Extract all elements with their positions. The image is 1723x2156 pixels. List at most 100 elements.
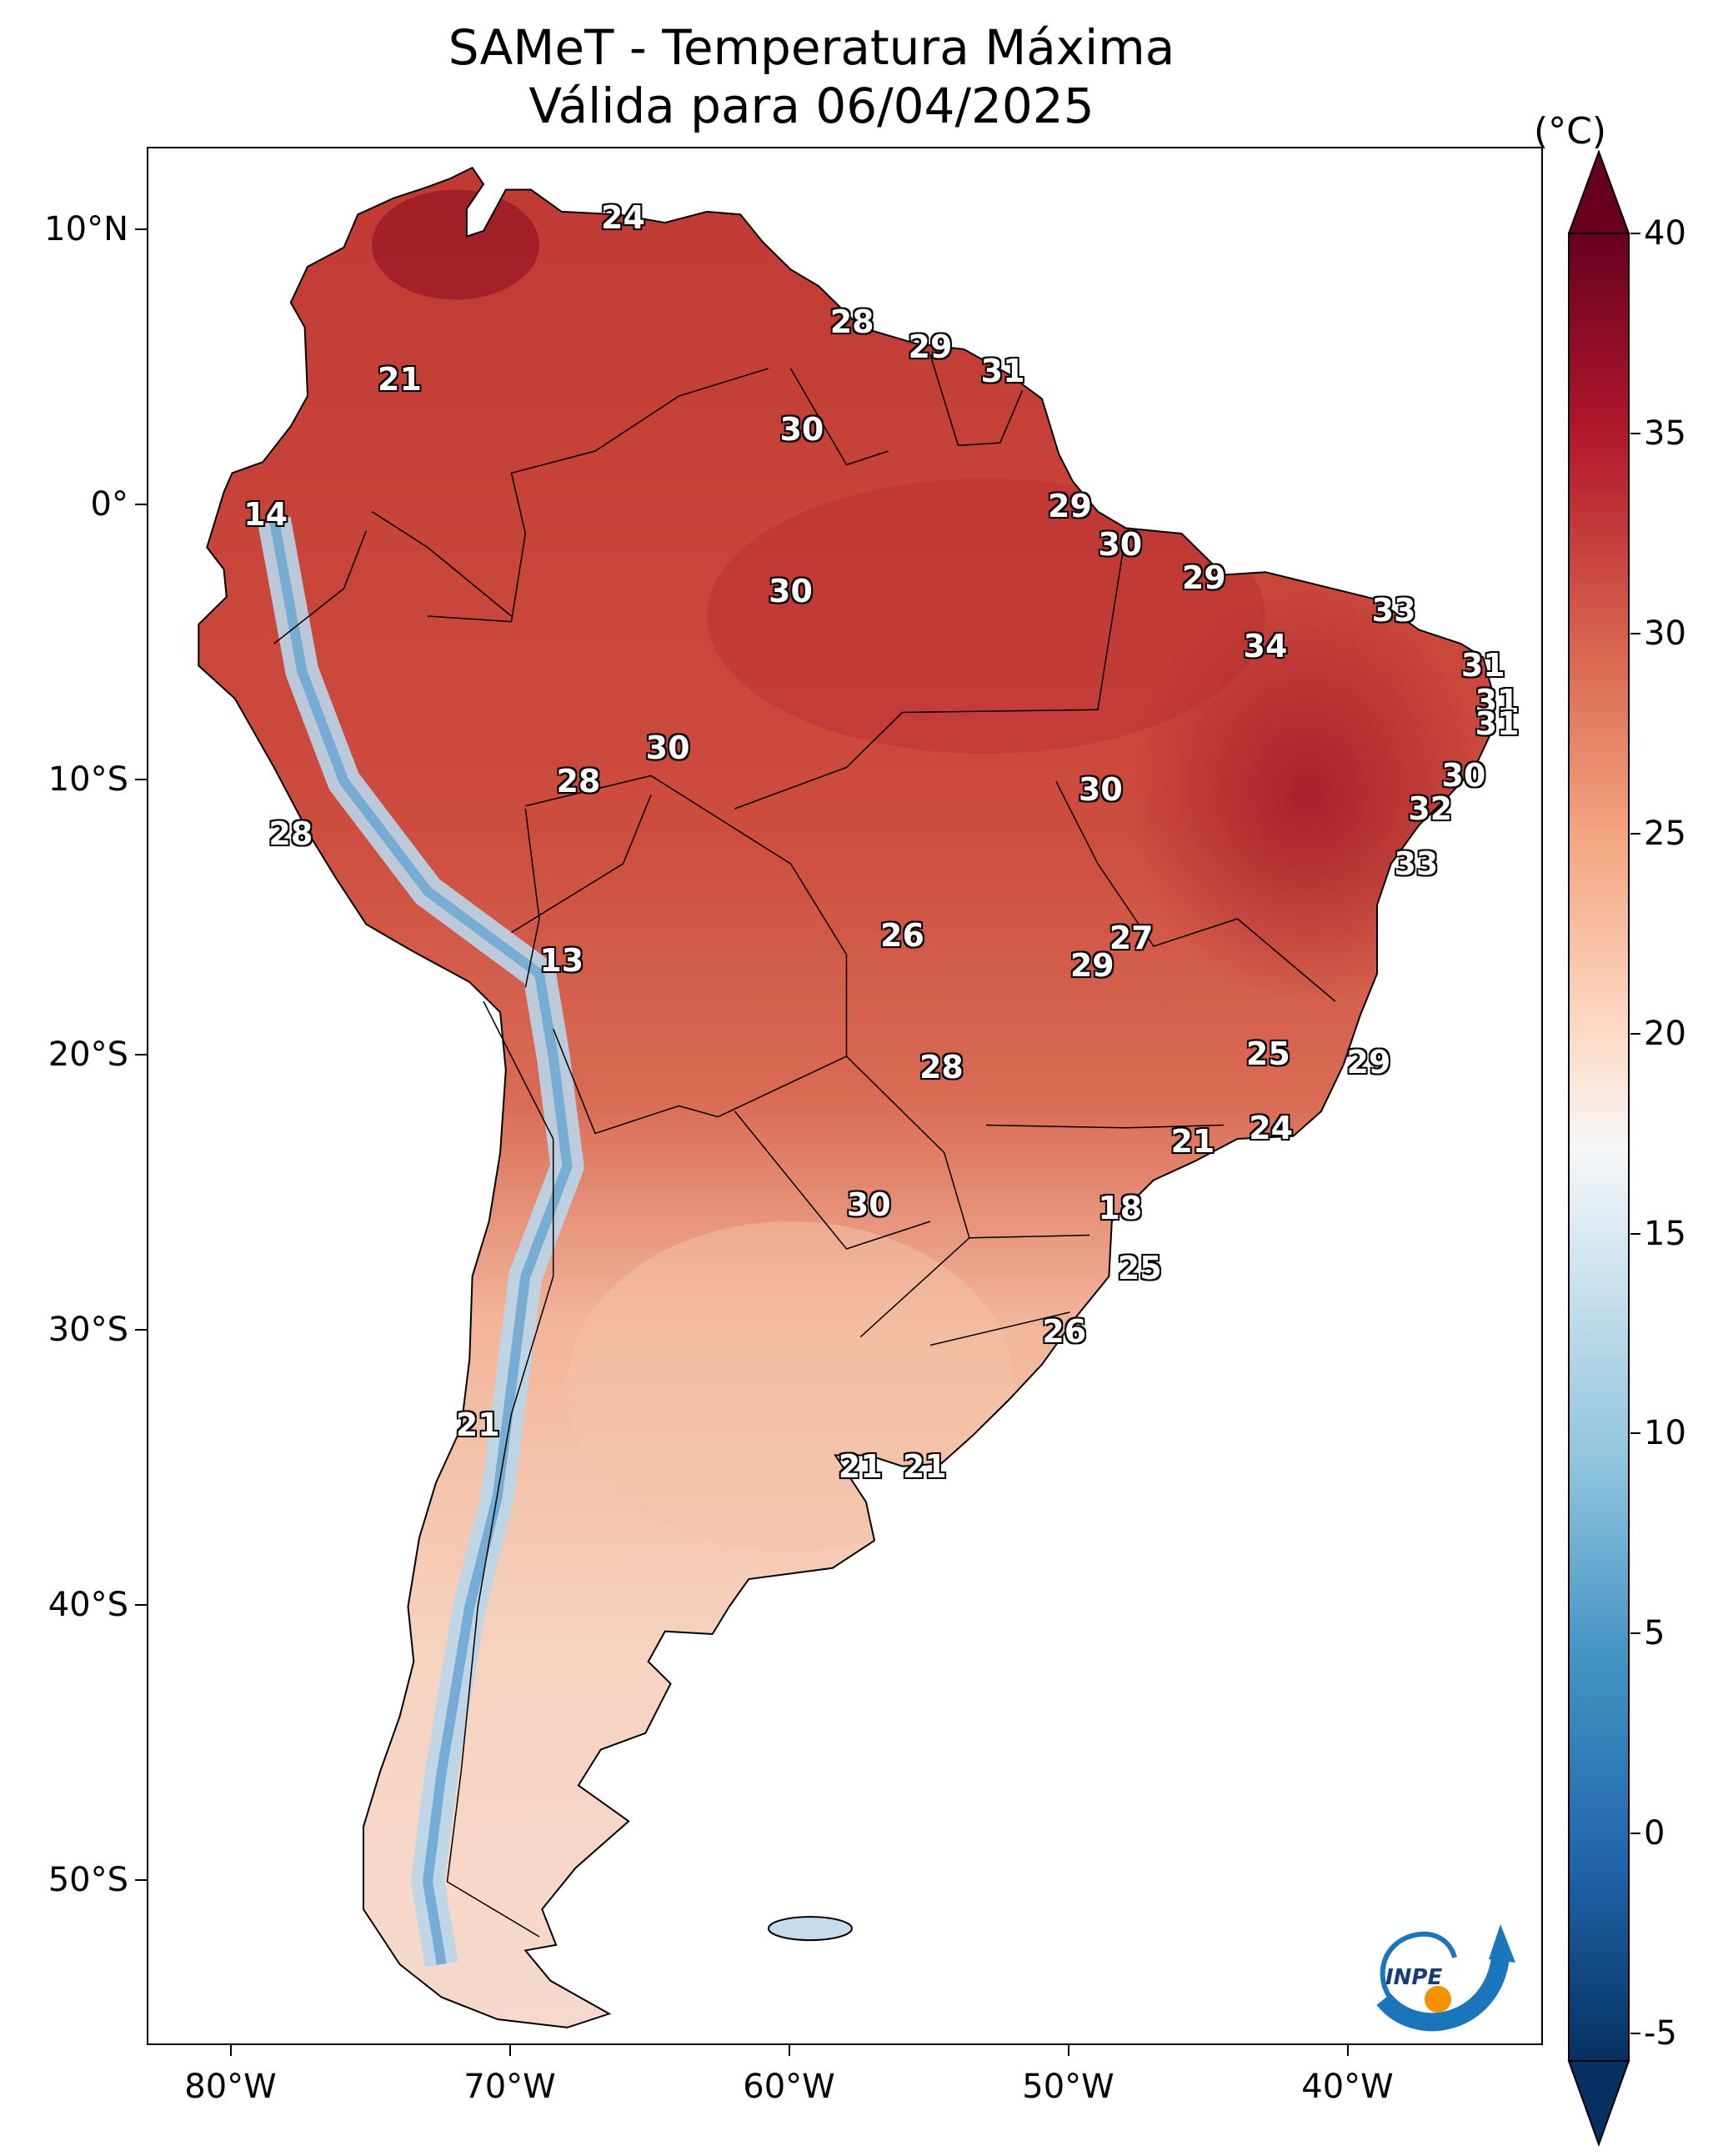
colorbar-tick-mark — [1630, 1632, 1640, 1635]
temperature-label: 31 — [980, 353, 1025, 390]
temperature-label: 24 — [1249, 1109, 1294, 1146]
colorbar-tick-label: 10 — [1644, 1414, 1686, 1453]
temperature-label: 21 — [838, 1447, 883, 1485]
colorbar-tick-mark — [1630, 233, 1640, 234]
temperature-label: 24 — [601, 198, 645, 236]
temperature-label: 31 — [1460, 647, 1505, 684]
temperature-label: 28 — [268, 815, 313, 852]
coastline — [198, 166, 1495, 2028]
map-title: SAMeT - Temperatura Máxima — [448, 19, 1175, 76]
temperature-label: 30 — [769, 573, 813, 610]
border-line — [524, 808, 540, 988]
temperature-label: 29 — [1181, 559, 1226, 596]
border-line — [511, 795, 652, 934]
border-line — [525, 775, 970, 1338]
temperature-label: 29 — [1346, 1043, 1391, 1081]
temperature-label: 31 — [1475, 704, 1520, 742]
y-tick-mark — [135, 1604, 147, 1606]
colorbar-tick-label: 25 — [1644, 814, 1686, 853]
y-tick-label: 30°S — [48, 1311, 128, 1349]
colorbar-units: (°C) — [1534, 110, 1607, 153]
x-tick-mark — [508, 2044, 511, 2056]
colorbar-tick-label: 15 — [1644, 1214, 1686, 1253]
border-line — [958, 390, 1024, 447]
temperature-label: 21 — [1170, 1123, 1215, 1161]
colorbar-tick-mark — [1630, 1432, 1640, 1435]
border-line — [1055, 780, 1336, 1002]
map-subtitle: Válida para 06/04/2025 — [528, 78, 1094, 134]
temperature-label: 30 — [1078, 770, 1123, 808]
colorbar-tick-label: 40 — [1644, 214, 1686, 253]
south-america-landmass — [198, 166, 1495, 2028]
temperature-label: 29 — [908, 328, 953, 365]
temperature-label: 30 — [645, 730, 690, 767]
colorbar-tick-label: 0 — [1644, 1814, 1665, 1853]
temperature-label: 29 — [1048, 488, 1092, 524]
temperature-label: 31 — [1475, 683, 1520, 720]
y-tick-mark — [135, 1054, 147, 1055]
colorbar-tick-mark — [1630, 1833, 1640, 1835]
y-tick-label: 10°N — [44, 210, 128, 248]
temperature-label: 28 — [556, 763, 601, 800]
y-tick-mark — [135, 1329, 147, 1331]
colorbar-tick-label: 20 — [1644, 1014, 1686, 1053]
x-tick-label: 40°W — [1301, 2068, 1394, 2106]
y-tick-label: 20°S — [48, 1035, 128, 1074]
temperature-label: 26 — [880, 916, 924, 954]
temperature-label: 14 — [243, 495, 288, 533]
x-tick-label: 60°W — [743, 2068, 835, 2106]
temperature-label: 33 — [1371, 592, 1416, 629]
temperature-label: 21 — [455, 1406, 500, 1444]
y-tick-label: 10°S — [48, 760, 128, 799]
border-line — [734, 1111, 931, 1250]
x-tick-mark — [229, 2044, 232, 2056]
x-tick-mark — [1346, 2044, 1349, 2056]
andes-cold-core — [268, 519, 573, 1966]
temperature-label: 30 — [779, 410, 824, 448]
colorbar-body — [1568, 233, 1630, 2062]
y-tick-mark — [135, 504, 147, 505]
border-line — [371, 510, 512, 617]
temperature-label: 25 — [1245, 1035, 1290, 1072]
border-line — [929, 1311, 1070, 1346]
colorbar-bottom-extension — [1567, 2060, 1630, 2147]
hot-zone-north — [707, 479, 1265, 754]
y-tick-label: 40°S — [48, 1586, 128, 1624]
temperature-label: 29 — [1069, 947, 1114, 985]
temperature-label: 13 — [539, 941, 584, 979]
colorbar-tick-mark — [1630, 2033, 1640, 2035]
temperature-label: 30 — [846, 1186, 891, 1224]
temperature-label: 33 — [1394, 845, 1439, 882]
colorbar-tick-label: 35 — [1644, 414, 1686, 453]
colorbar-tick-label: 30 — [1644, 614, 1686, 653]
x-tick-label: 80°W — [184, 2068, 277, 2106]
y-tick-mark — [135, 779, 147, 780]
temperature-label: 28 — [919, 1049, 964, 1086]
y-tick-mark — [135, 1879, 147, 1881]
temperature-label: 25 — [1117, 1250, 1162, 1287]
temperature-label: 21 — [378, 361, 422, 399]
border-line — [427, 368, 769, 623]
temperature-label: 21 — [902, 1447, 947, 1485]
border-line — [985, 1124, 1224, 1129]
temperature-label: 30 — [1098, 526, 1143, 564]
border-line — [929, 354, 959, 446]
colorbar-top-extension — [1567, 150, 1630, 234]
temperature-label: 28 — [829, 303, 874, 340]
colorbar-tick-mark — [1630, 432, 1640, 434]
temperature-label: 26 — [1042, 1313, 1087, 1350]
border-line — [734, 533, 1127, 810]
x-tick-label: 70°W — [463, 2068, 556, 2106]
y-tick-label: 0° — [90, 485, 128, 524]
colorbar-tick-mark — [1630, 1232, 1640, 1235]
colorbar-tick-label: 5 — [1644, 1614, 1665, 1653]
inpe-logo: INPE — [1376, 1924, 1515, 2032]
temperature-label: 27 — [1109, 920, 1154, 957]
x-tick-mark — [1067, 2044, 1069, 2056]
border-line — [446, 1000, 554, 1938]
map-panel[interactable]: 24 21 28 29 31 30 14 29 30 29 30 33 34 31 31 31 30 30 28 30… — [147, 147, 1543, 2045]
border-line — [969, 1234, 1090, 1239]
temperature-map — [198, 166, 1495, 2028]
colorbar-tick-label: -5 — [1644, 2014, 1677, 2053]
warm-zone-south — [567, 1221, 1014, 1552]
